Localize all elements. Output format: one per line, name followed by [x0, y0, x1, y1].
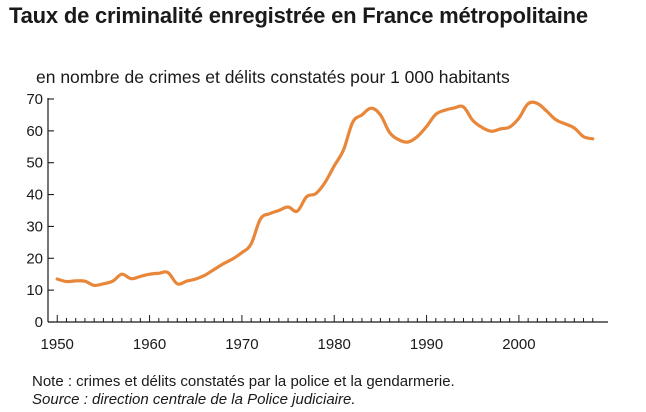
chart-note: Note : crimes et délits constatés par la… [32, 373, 455, 390]
y-axis-ticks: 0 10 20 30 40 50 60 70 [26, 91, 54, 331]
x-tick-label: 1970 [225, 336, 258, 353]
chart-source: Source : direction centrale de la Police… [32, 391, 356, 408]
y-tick-label: 40 [26, 187, 43, 204]
y-tick-label: 30 [26, 218, 43, 235]
y-tick-label: 60 [26, 123, 43, 140]
series-group [55, 100, 595, 288]
x-tick-label: 1990 [410, 336, 443, 353]
crime-rate-line [55, 100, 595, 288]
y-tick-label: 10 [26, 282, 43, 299]
x-tick-label: 2000 [502, 336, 535, 353]
x-tick-label: 1950 [41, 336, 74, 353]
chart-title: Taux de criminalité enregistrée en Franc… [9, 3, 588, 28]
x-tick-label: 1960 [133, 336, 166, 353]
chart-axes [47, 98, 608, 323]
y-tick-label: 20 [26, 250, 43, 267]
x-axis-ticks: 1950 1960 1970 1980 1990 2000 [41, 315, 594, 353]
y-tick-label: 50 [26, 155, 43, 172]
x-tick-label: 1980 [318, 336, 351, 353]
y-tick-label: 0 [35, 314, 43, 331]
y-tick-label: 70 [26, 91, 43, 108]
chart-subtitle: en nombre de crimes et délits constatés … [36, 67, 510, 87]
